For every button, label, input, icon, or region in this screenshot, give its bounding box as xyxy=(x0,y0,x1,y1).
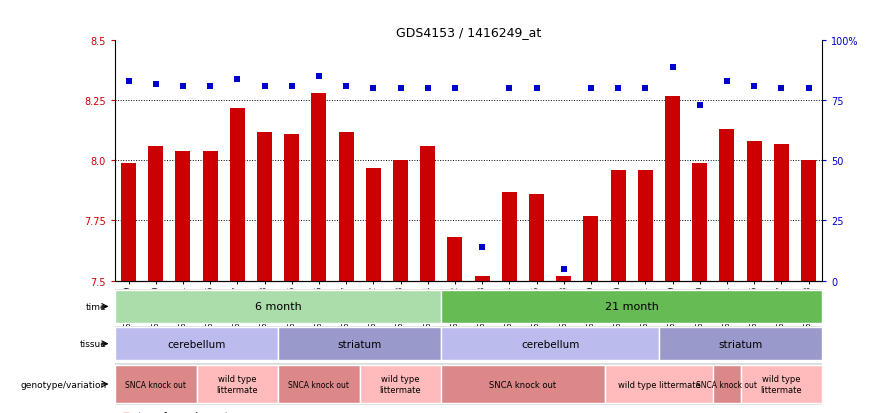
Bar xyxy=(339,132,354,281)
Bar xyxy=(285,135,299,281)
Bar xyxy=(366,168,381,281)
Bar xyxy=(196,365,278,403)
Bar xyxy=(115,328,278,360)
Text: time: time xyxy=(86,302,106,311)
Bar xyxy=(502,192,517,281)
Bar xyxy=(121,164,136,281)
Bar xyxy=(447,238,462,281)
Text: tissue: tissue xyxy=(80,339,106,348)
Text: wild type
littermate: wild type littermate xyxy=(217,375,258,394)
Point xyxy=(638,86,652,93)
Bar xyxy=(605,365,713,403)
Point xyxy=(530,86,544,93)
Point xyxy=(421,86,435,93)
Bar xyxy=(611,171,626,281)
Bar xyxy=(529,195,544,281)
Bar xyxy=(441,290,822,323)
Text: SNCA knock out: SNCA knock out xyxy=(288,380,349,389)
Bar xyxy=(441,328,659,360)
Bar xyxy=(720,130,735,281)
Bar xyxy=(278,328,441,360)
Point xyxy=(802,86,816,93)
Point xyxy=(121,79,135,85)
Bar xyxy=(441,365,605,403)
Bar xyxy=(801,161,816,281)
Point xyxy=(583,86,598,93)
Bar xyxy=(713,365,741,403)
Point xyxy=(774,86,789,93)
Bar xyxy=(774,144,789,281)
Bar xyxy=(692,164,707,281)
Point xyxy=(475,244,489,251)
Bar xyxy=(311,94,326,281)
Bar xyxy=(149,147,164,281)
Bar xyxy=(230,108,245,281)
Point xyxy=(312,74,326,81)
Point xyxy=(149,81,163,88)
Point xyxy=(257,83,271,90)
Text: wild type littermate: wild type littermate xyxy=(618,380,700,389)
Text: cerebellum: cerebellum xyxy=(521,339,579,349)
Bar xyxy=(638,171,652,281)
Point xyxy=(366,86,380,93)
Text: genotype/variation: genotype/variation xyxy=(20,380,106,389)
Text: SNCA knock out: SNCA knock out xyxy=(697,380,758,389)
Bar xyxy=(115,365,196,403)
Bar xyxy=(741,365,822,403)
Point xyxy=(448,86,462,93)
Bar xyxy=(278,365,360,403)
Point xyxy=(230,76,244,83)
Point xyxy=(393,86,408,93)
Text: cerebellum: cerebellum xyxy=(167,339,225,349)
Bar xyxy=(202,152,217,281)
Text: 21 month: 21 month xyxy=(605,301,659,312)
Bar xyxy=(475,276,490,281)
Text: striatum: striatum xyxy=(338,339,382,349)
Bar xyxy=(360,365,441,403)
Bar xyxy=(175,152,190,281)
Title: GDS4153 / 1416249_at: GDS4153 / 1416249_at xyxy=(396,26,541,39)
Bar xyxy=(747,142,762,281)
Point xyxy=(611,86,625,93)
Text: SNCA knock out: SNCA knock out xyxy=(126,380,187,389)
Text: 6 month: 6 month xyxy=(255,301,301,312)
Text: wild type
littermate: wild type littermate xyxy=(760,375,802,394)
Bar xyxy=(583,216,598,281)
Text: wild type
littermate: wild type littermate xyxy=(380,375,422,394)
Point xyxy=(203,83,217,90)
Bar xyxy=(257,132,272,281)
Bar xyxy=(665,96,680,281)
Point xyxy=(339,83,354,90)
Point xyxy=(720,79,734,85)
Point xyxy=(693,103,707,109)
Point xyxy=(666,64,680,71)
Text: striatum: striatum xyxy=(719,339,763,349)
Point xyxy=(557,266,571,272)
Bar xyxy=(420,147,435,281)
Point xyxy=(747,83,761,90)
Bar xyxy=(556,276,571,281)
Text: SNCA knock out: SNCA knock out xyxy=(490,380,557,389)
Bar xyxy=(115,290,441,323)
Point xyxy=(176,83,190,90)
Point xyxy=(285,83,299,90)
Bar xyxy=(393,161,408,281)
Text: transformed count: transformed count xyxy=(138,411,228,413)
Point xyxy=(502,86,516,93)
Bar xyxy=(659,328,822,360)
